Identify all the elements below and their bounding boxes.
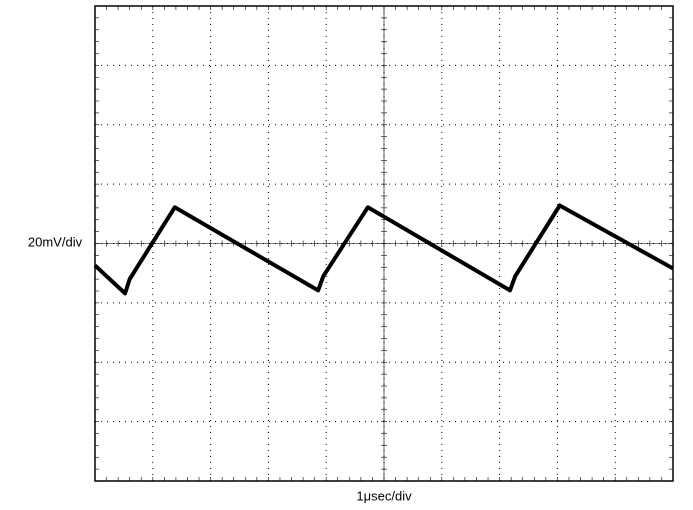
plot-frame [94,5,674,482]
y-axis-label: 20mV/div [28,234,83,249]
trace [93,203,674,296]
x-axis-label: 1μsec/div [356,488,412,503]
